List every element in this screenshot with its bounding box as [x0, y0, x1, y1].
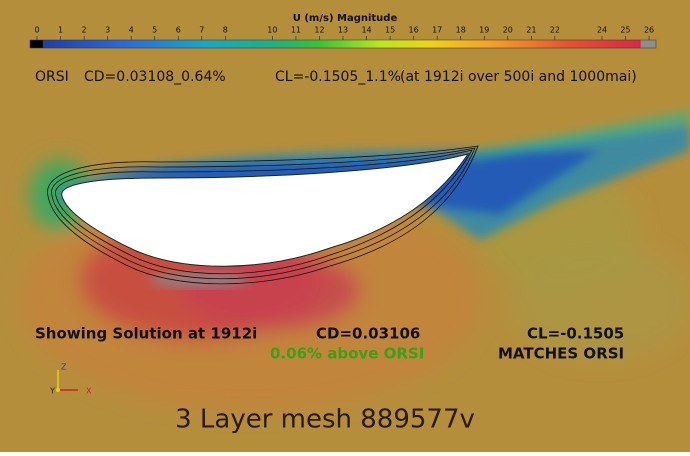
colorbar-tick-label: 12: [314, 26, 324, 35]
colorbar-tick-label: 15: [385, 26, 395, 35]
axis-z: Z: [61, 363, 67, 372]
colorbar-tick-label: 0: [34, 26, 39, 35]
colorbar-tick-label: 5: [152, 26, 157, 35]
colorbar: [29, 39, 657, 49]
caption: 3 Layer mesh 889577v: [175, 405, 475, 435]
solution-cl-compare: MATCHES ORSI: [498, 345, 624, 363]
colorbar-tick-label: 3: [105, 26, 110, 35]
colorbar-tick-label: 7: [199, 26, 204, 35]
axes-triad: Z Y X: [49, 363, 92, 396]
colorbar-tick-label: 8: [223, 26, 228, 35]
ref-cl: CL=-0.1505_1.1%: [275, 69, 401, 85]
solution-label: Showing Solution at 1912i: [35, 325, 257, 343]
colorbar-tick-label: 20: [503, 26, 513, 35]
colorbar-tick-label: 11: [291, 26, 301, 35]
colorbar-tick-label: 17: [432, 26, 442, 35]
colorbar-tick-label: 24: [597, 26, 607, 35]
mesh-layers: [47, 145, 479, 285]
colorbar-tick-label: 22: [550, 26, 560, 35]
low-speed-patch: [150, 272, 250, 288]
colorbar-tick-label: 10: [267, 26, 277, 35]
colorbar-tick-label: 25: [620, 26, 630, 35]
airfoil: [61, 153, 470, 267]
solution-cl: CL=-0.1505: [527, 325, 624, 343]
colorbar-tick-label: 13: [338, 26, 348, 35]
axis-x: X: [86, 387, 92, 396]
ref-cd: CD=0.03108_0.64%: [84, 69, 226, 85]
colorbar-tick-label: 26: [644, 26, 654, 35]
solution-cd: CD=0.03106: [316, 325, 420, 343]
ref-note: (at 1912i over 500i and 1000mai): [400, 69, 637, 85]
colorbar-tick-label: 4: [129, 26, 134, 35]
colorbar-tick-label: 16: [409, 26, 419, 35]
colorbar-tick-label: 21: [526, 26, 536, 35]
colorbar-tick-label: 18: [456, 26, 466, 35]
colorbar-tick-label: 1: [58, 26, 63, 35]
colorbar-tick-label: 2: [82, 26, 87, 35]
colorbar-ticks: 0 1 2 3 4 5 6 7 8 10 11 12 13 14 15 16 17 18 19 20 21 22 24 25 2…: [34, 26, 654, 40]
ref-label: ORSI: [35, 69, 69, 85]
colorbar-tick-label: 19: [479, 26, 489, 35]
colorbar-title: U (m/s) Magnitude: [293, 13, 398, 24]
solution-cd-compare: 0.06% above ORSI: [270, 345, 424, 363]
axis-y: Y: [49, 387, 55, 396]
colorbar-tick-label: 14: [361, 26, 371, 35]
colorbar-tick-label: 6: [176, 26, 181, 35]
